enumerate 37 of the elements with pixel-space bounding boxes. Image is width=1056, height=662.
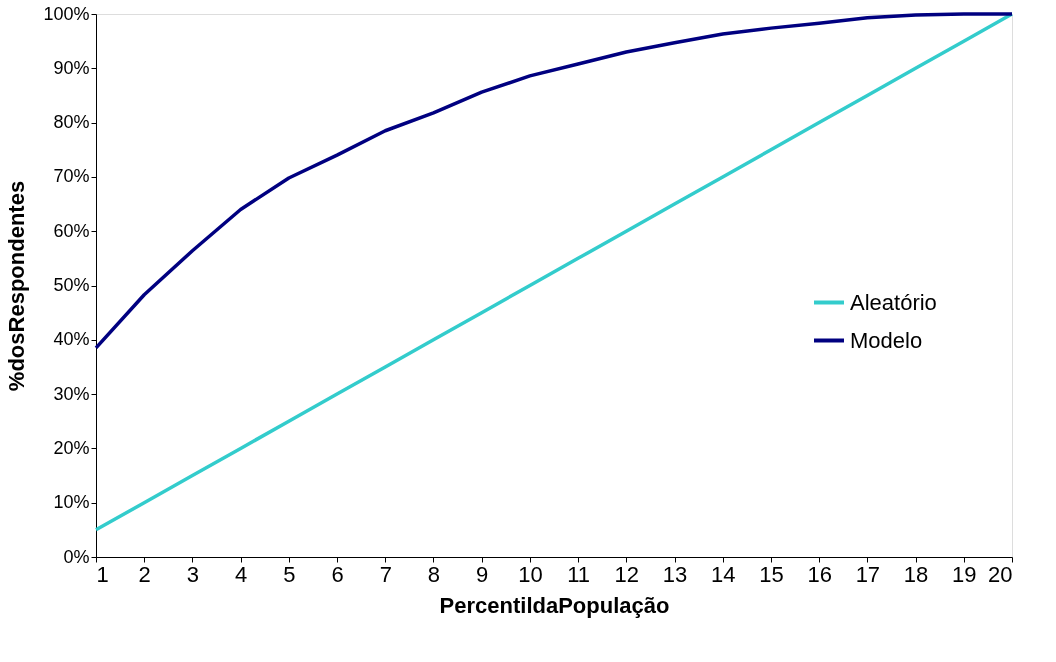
x-tick-label: 20: [988, 561, 1013, 587]
x-tick-label: 12: [614, 561, 640, 587]
y-tick-label: 50%: [53, 275, 90, 295]
y-tick-label: 60%: [53, 220, 90, 241]
x-tick-label: 13: [662, 561, 688, 587]
x-tick-label: 16: [807, 561, 832, 587]
line-series: [94, 12, 1014, 350]
line-series: [94, 12, 1014, 532]
y-tick-label: 20%: [53, 437, 90, 458]
x-axis-title: PercentildaPopulação: [439, 592, 670, 618]
y-tick-label: 80%: [53, 112, 90, 133]
x-tick-label: 5: [283, 561, 296, 587]
legend-label: Modelo: [850, 327, 923, 353]
x-tick-label: 14: [710, 561, 736, 587]
y-tick-label: 70%: [53, 166, 90, 187]
y-tick-label: 10%: [53, 492, 90, 513]
y-tick-label: 0%: [63, 546, 90, 567]
x-tick-label: 11: [567, 561, 591, 587]
x-tick-label: 18: [903, 561, 929, 587]
y-tick-label: 40%: [53, 329, 90, 350]
x-tick-label: 19: [952, 561, 977, 587]
y-tick-label: 90%: [53, 57, 90, 78]
y-axis-title: %dosRespondentes: [4, 180, 30, 392]
x-tick-label: 9: [476, 561, 489, 587]
x-tick-label: 6: [331, 561, 344, 587]
y-tick-label: 30%: [53, 383, 90, 404]
legend-label: Aleatório: [850, 289, 937, 315]
x-tick-label: 7: [379, 561, 392, 587]
x-tick-label: 1: [96, 561, 109, 587]
x-tick-label: 2: [138, 561, 151, 587]
x-tick-label: 4: [235, 561, 248, 587]
y-tick-label: 100%: [43, 3, 90, 24]
x-tick-label: 15: [759, 561, 784, 587]
x-tick-label: 3: [186, 561, 200, 587]
x-tick-label: 17: [855, 561, 881, 587]
x-tick-label: 10: [518, 561, 543, 587]
x-tick-label: 8: [427, 561, 441, 587]
